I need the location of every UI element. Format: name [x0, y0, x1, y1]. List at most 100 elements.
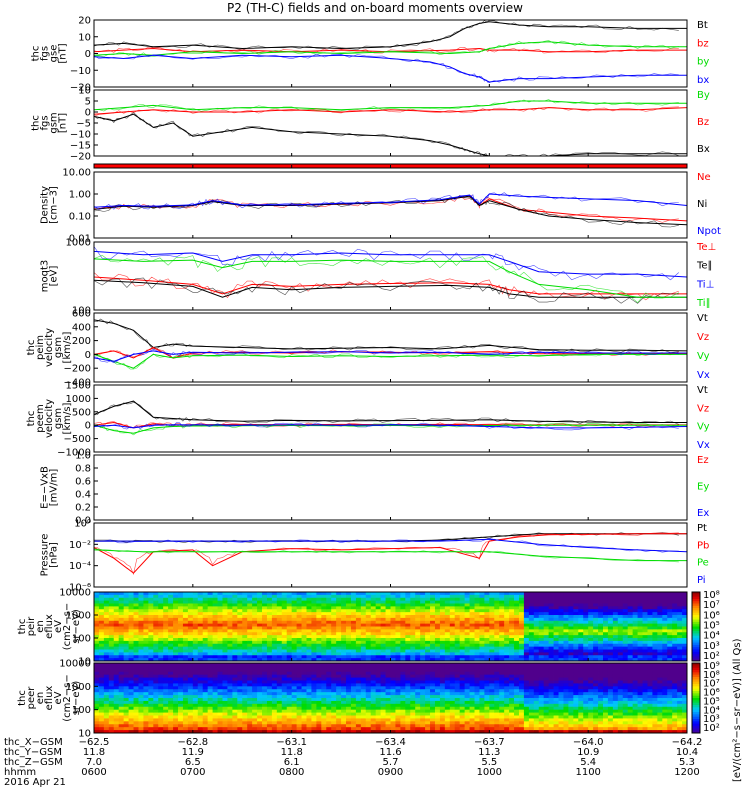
spectrogram-cell	[138, 629, 143, 632]
spectrogram-cell	[173, 672, 178, 675]
spectrogram-cell	[213, 683, 218, 686]
spectrogram-cell	[460, 627, 465, 630]
spectrogram-cell	[292, 635, 297, 638]
spectrogram-cell	[549, 595, 554, 598]
spectrogram-cell	[420, 652, 425, 655]
spectrogram-cell	[267, 609, 272, 612]
spectrogram-cell	[306, 724, 311, 727]
spectrogram-cell	[623, 595, 628, 598]
spectrogram-cell	[410, 716, 415, 719]
spectrogram-cell	[608, 606, 613, 609]
spectrogram-cell	[306, 675, 311, 678]
spectrogram-cell	[277, 606, 282, 609]
spectrogram-cell	[218, 644, 223, 647]
spectrogram-cell	[316, 612, 321, 615]
spectrogram-cell	[267, 621, 272, 624]
spectrogram-cell	[247, 704, 252, 707]
spectrogram-cell	[292, 604, 297, 607]
spectrogram-cell	[138, 604, 143, 607]
spectrogram-cell	[183, 675, 188, 678]
spectrogram-cell	[168, 692, 173, 695]
spectrogram-cell	[282, 650, 287, 653]
spectrogram-cell	[489, 632, 494, 635]
spectrogram-cell	[277, 624, 282, 627]
spectrogram-cell	[292, 669, 297, 672]
spectrogram-cell	[588, 601, 593, 604]
spectrogram-cell	[405, 675, 410, 678]
spectrogram-cell	[405, 698, 410, 701]
spectrogram-cell	[282, 632, 287, 635]
spectrogram-cell	[292, 695, 297, 698]
spectrogram-cell	[188, 629, 193, 632]
spectrogram-cell	[183, 604, 188, 607]
spectrogram-cell	[386, 727, 391, 730]
spectrogram-cell	[519, 644, 524, 647]
spectrogram-cell	[460, 675, 465, 678]
spectrogram-cell	[237, 650, 242, 653]
spectrogram-cell	[623, 621, 628, 624]
spectrogram-cell	[213, 655, 218, 658]
spectrogram-cell	[341, 672, 346, 675]
spectrogram-cell	[613, 609, 618, 612]
spectrogram-cell	[583, 641, 588, 644]
spectrogram-cell	[470, 692, 475, 695]
spectrogram-cell	[104, 689, 109, 692]
spectrogram-cell	[272, 698, 277, 701]
spectrogram-cell	[129, 609, 134, 612]
spectrogram-cell	[647, 632, 652, 635]
spectrogram-cell	[232, 652, 237, 655]
spectrogram-cell	[425, 669, 430, 672]
spectrogram-cell	[425, 701, 430, 704]
spectrogram-cell	[203, 721, 208, 724]
spectrogram-cell	[657, 604, 662, 607]
spectrogram-cell	[460, 724, 465, 727]
spectrogram-cell	[529, 635, 534, 638]
spectrogram-cell	[163, 701, 168, 704]
spectrogram-cell	[237, 652, 242, 655]
spectrogram-cell	[470, 701, 475, 704]
spectrogram-cell	[395, 678, 400, 681]
spectrogram-cell	[598, 618, 603, 621]
spectrogram-cell	[534, 638, 539, 641]
spectrogram-cell	[129, 638, 134, 641]
spectrogram-cell	[376, 716, 381, 719]
spectrogram-cell	[509, 615, 514, 618]
spectrogram-cell	[440, 641, 445, 644]
spectrogram-cell	[163, 669, 168, 672]
spectrogram-cell	[381, 669, 386, 672]
spectrogram-cell	[104, 666, 109, 669]
spectrogram-cell	[603, 604, 608, 607]
spectrogram-cell	[534, 655, 539, 658]
spectrogram-cell	[104, 629, 109, 632]
spectrogram-cell	[465, 675, 470, 678]
y-tick-label: 10⁻⁴	[69, 561, 91, 572]
spectrogram-cell	[351, 595, 356, 598]
spectrogram-cell	[143, 638, 148, 641]
spectrogram-cell	[143, 598, 148, 601]
spectrogram-cell	[316, 716, 321, 719]
spectrogram-cell	[440, 612, 445, 615]
spectrogram-cell	[203, 704, 208, 707]
spectrogram-cell	[188, 604, 193, 607]
spectrogram-cell	[336, 698, 341, 701]
spectrogram-cell	[188, 652, 193, 655]
spectrogram-cell	[114, 718, 119, 721]
spectrogram-cell	[677, 647, 682, 650]
spectrogram-cell	[272, 612, 277, 615]
spectrogram-cell	[203, 698, 208, 701]
spectrogram-cell	[193, 629, 198, 632]
spectrogram-cell	[475, 681, 480, 684]
spectrogram-cell	[242, 641, 247, 644]
spectrogram-cell	[272, 606, 277, 609]
spectrogram-cell	[203, 716, 208, 719]
spectrogram-cell	[514, 650, 519, 653]
spectrogram-cell	[514, 612, 519, 615]
spectrogram-cell	[376, 689, 381, 692]
spectrogram-cell	[247, 672, 252, 675]
spectrogram-cell	[242, 644, 247, 647]
spectrogram-cell	[356, 601, 361, 604]
spectrogram-cell	[534, 635, 539, 638]
spectrogram-cell	[306, 704, 311, 707]
spectrogram-cell	[277, 713, 282, 716]
spectrogram-cell	[282, 681, 287, 684]
